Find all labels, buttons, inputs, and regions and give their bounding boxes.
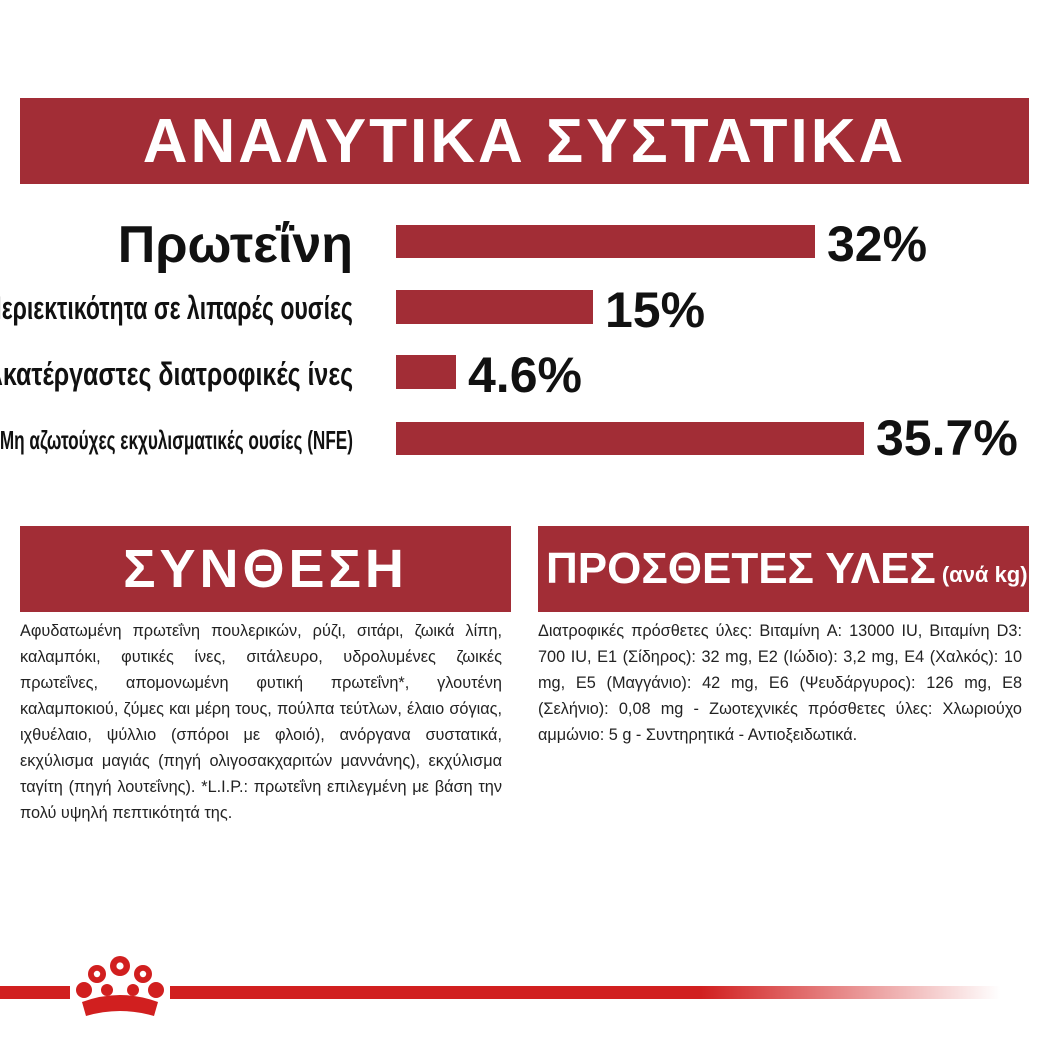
nutrient-bar-protein	[396, 225, 815, 258]
additives-text: Διατροφικές πρόσθετες ύλες: Βιταμίνη A: …	[538, 622, 1022, 744]
footer-line	[0, 986, 1000, 999]
nutrient-bar-nfe	[396, 422, 864, 455]
composition-title: ΣΥΝΘΕΣΗ	[123, 539, 408, 599]
composition-title-banner: ΣΥΝΘΕΣΗ	[20, 526, 511, 612]
nutrient-value-fat: 15%	[605, 282, 706, 338]
analysis-title-banner: ΑΝΑΛΥΤΙΚΑ ΣΥΣΤΑΤΙΚΑ	[20, 98, 1029, 184]
additives-unit: (ανά kg)	[941, 562, 1028, 587]
analysis-title: ΑΝΑΛΥΤΙΚΑ ΣΥΣΤΑΤΙΚΑ	[142, 106, 907, 176]
nutrient-label-protein: Πρωτεΐνη	[117, 216, 353, 274]
additives-title: ΠΡΟΣΘΕΤΕΣ ΥΛΕΣ	[546, 544, 936, 593]
nutrient-bar-fibre	[396, 355, 456, 389]
nutrient-bar-fat	[396, 290, 593, 324]
nutrient-label-fat: Περιεκτικότητα σε λιπαρές ουσίες	[0, 290, 353, 326]
nutrient-value-fibre: 4.6%	[468, 347, 582, 403]
additives-title-banner: ΠΡΟΣΘΕΤΕΣ ΥΛΕΣ (ανά kg)	[538, 526, 1029, 612]
nutrient-value-protein: 32%	[827, 216, 928, 272]
nutrient-label-nfe: Μη αζωτούχες εκχυλισματικές ουσίες (NFE)	[0, 425, 353, 455]
composition-text: Αφυδατωμένη πρωτεΐνη πουλερικών, ρύζι, σ…	[20, 622, 502, 822]
nutrient-value-nfe: 35.7%	[876, 410, 1018, 466]
royal-canin-crown-logo-icon	[70, 950, 170, 1028]
nutrient-label-fibre: Ακατέργαστες διατροφικές ίνες	[0, 356, 353, 392]
